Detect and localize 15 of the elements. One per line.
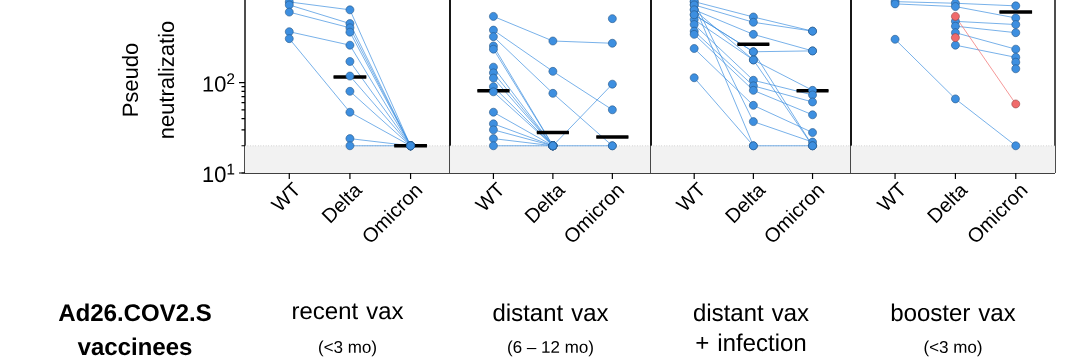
y-tick-label: 10$^{2}$ [203,73,235,92]
y-axis-title: Pseudo neutralizatio [121,21,175,138]
x-axis-title: recent vax [293,303,404,320]
x-axis-title: booster vax [891,303,1016,322]
text: (<3 mo) [319,340,376,357]
y-tick-label: 10$^{1}$ [203,163,235,183]
x-axis-title: distant vax [493,303,609,322]
x-tick-label: WT [875,181,904,210]
x-tick-label: WT [270,181,299,210]
text: (6 – 12 mo) [508,340,593,357]
text: Ad26.COV2.S vaccinees [58,303,211,356]
text: (<3 mo) [924,340,982,357]
x-axis-title: distant vax + infection [693,303,809,352]
x-tick-label: WT [675,181,704,210]
x-tick-label: WT [474,181,503,210]
